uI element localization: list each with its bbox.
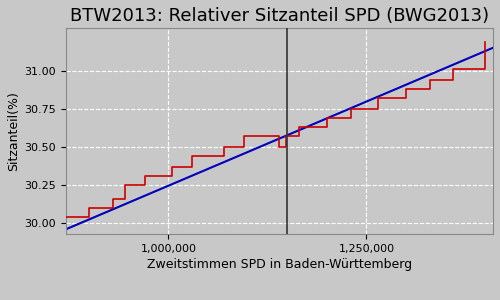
Sitzanteil real: [62, 215, 68, 219]
Sitzanteil real: [403, 96, 409, 100]
Sitzanteil real: [391, 96, 397, 100]
Sitzanteil real: [482, 40, 488, 44]
Sitzanteil real: [441, 78, 447, 82]
X-axis label: Zweitstimmen SPD in Baden-Württemberg: Zweitstimmen SPD in Baden-Württemberg: [147, 258, 412, 271]
Y-axis label: Sitzanteil(%): Sitzanteil(%): [7, 91, 20, 171]
Sitzanteil real: [376, 96, 382, 100]
Line: Sitzanteil real: Sitzanteil real: [66, 42, 485, 217]
Sitzanteil real: [415, 87, 421, 91]
Sitzanteil real: [102, 206, 108, 210]
Title: BTW2013: Relativer Sitzanteil SPD (BWG2013): BTW2013: Relativer Sitzanteil SPD (BWG20…: [70, 7, 489, 25]
